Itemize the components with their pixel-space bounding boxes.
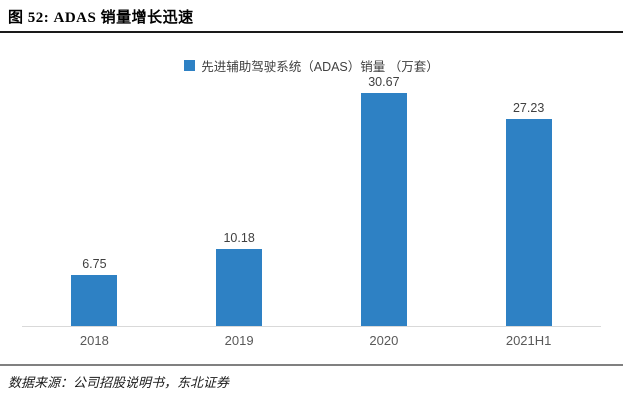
figure-title: 图 52: ADAS 销量增长迅速 (8, 10, 194, 26)
footer-divider (0, 364, 623, 366)
chart-legend: 先进辅助驾驶系统（ADAS）销量 （万套） (0, 56, 623, 75)
bar-slot: 6.75 (22, 75, 167, 326)
bar (216, 248, 263, 326)
bar-value-label: 27.23 (512, 100, 545, 115)
legend-swatch-icon (184, 60, 196, 71)
bar-value-label: 30.67 (368, 75, 400, 89)
x-tick-label: 2020 (369, 333, 399, 348)
bar-value-label: 6.75 (82, 256, 107, 271)
x-tick-label: 2019 (224, 333, 254, 348)
x-tick-label: 2021H1 (505, 333, 552, 348)
bar-value-label: 10.18 (223, 230, 255, 245)
data-source-note: 数据来源：公司招股说明书，东北证券 (8, 375, 230, 390)
figure-header: 图 52: ADAS 销量增长迅速 (0, 0, 623, 33)
bar (505, 118, 552, 326)
bar-slot: 27.23 (456, 75, 601, 326)
bar-slot: 10.18 (167, 75, 312, 326)
bar-chart-plot-area: 6.75 10.18 30.67 27.23 (22, 75, 601, 327)
bar-slot: 30.67 (312, 75, 457, 326)
x-axis-tick-labels: 2018 2019 2020 2021H1 (22, 327, 601, 348)
bar (360, 93, 407, 326)
bar (71, 274, 118, 326)
x-tick-label: 2018 (79, 333, 109, 348)
legend-label: 先进辅助驾驶系统（ADAS）销量 （万套） (201, 60, 439, 74)
